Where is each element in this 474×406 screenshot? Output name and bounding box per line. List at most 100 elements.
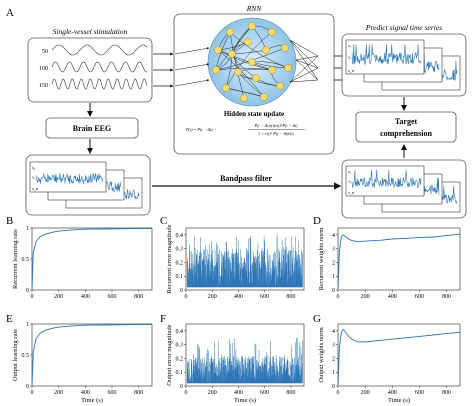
x-tick-label: 600 bbox=[108, 390, 117, 396]
rnn-edge bbox=[229, 31, 245, 99]
x-tick-label: 0 bbox=[31, 294, 34, 300]
panel-letter-e: E bbox=[6, 313, 13, 325]
y-tick-label: 3 bbox=[332, 343, 335, 349]
x-tick-label: 400 bbox=[234, 294, 243, 300]
formula-numerator: P(t − Δt)r(t)r(t)ᵀP(t − Δt) bbox=[254, 123, 298, 128]
rnn-node bbox=[284, 64, 292, 72]
rnn-output-line-0 bbox=[289, 39, 319, 69]
series-line bbox=[337, 328, 461, 387]
panel-letter-a: A bbox=[6, 7, 14, 19]
y-tick-label: 2 bbox=[332, 356, 335, 362]
formula-lhs: P(t) = P(t − Δt) − bbox=[185, 127, 217, 132]
y-tick-label: 0.5 bbox=[22, 353, 30, 359]
y-tick-label: 4 bbox=[332, 233, 335, 239]
rnn-output-line-0 bbox=[289, 39, 319, 57]
target-box: Target comprehension bbox=[355, 111, 457, 143]
x-tick-label: 600 bbox=[415, 390, 424, 396]
x-axis-label: Time (s) bbox=[388, 397, 410, 404]
rnn-edge bbox=[215, 67, 273, 71]
rnn-node bbox=[212, 66, 220, 74]
x-tick-label: 200 bbox=[208, 294, 217, 300]
predict-title: Predict signal time series bbox=[365, 23, 442, 32]
single-vessel-box: Single-vessel stimulation 50 100 150 bbox=[27, 27, 153, 103]
panel-letter-b: B bbox=[6, 215, 13, 227]
y-tick-label: 0 bbox=[26, 384, 29, 390]
x-tick-label: 200 bbox=[208, 390, 217, 396]
mini-axis-x1: x₁ bbox=[32, 165, 36, 170]
rnn-node bbox=[268, 66, 276, 74]
y-tick-label: 1 bbox=[26, 226, 29, 232]
x-tick-label: 800 bbox=[134, 390, 143, 396]
y-tick-label: 0 bbox=[332, 384, 335, 390]
y-tick-label: 0.3 bbox=[176, 247, 184, 253]
mini-axis-x2: x₂ bbox=[348, 55, 352, 60]
panel-letter-c: C bbox=[160, 215, 167, 227]
rnn-node bbox=[222, 84, 230, 92]
rnn-node bbox=[234, 68, 242, 76]
rnn-node bbox=[248, 58, 256, 66]
rnn-edge bbox=[229, 31, 289, 69]
y-axis-label: Output learning rate bbox=[12, 329, 19, 381]
rnn-edge bbox=[215, 47, 286, 71]
y-tick-label: 1 bbox=[332, 370, 335, 376]
plot-frame bbox=[31, 227, 153, 291]
formula-denominator: 1 + r(t)ᵀ P(t − Δt)r(t) bbox=[258, 131, 294, 136]
mini-axis-xn: x_n bbox=[348, 68, 354, 73]
panel-letter-g: G bbox=[313, 313, 321, 325]
stim-level-150: 150 bbox=[39, 83, 48, 89]
rnn-output-line-1 bbox=[295, 55, 319, 61]
rnn-edge bbox=[217, 49, 273, 71]
rnn-node bbox=[248, 22, 256, 30]
rnn-box: RNN Hidden state update P(t) = P(t − Δt)… bbox=[173, 4, 335, 155]
stim-wave-0 bbox=[51, 44, 148, 56]
filtered-signal-stack: x₁ x₂ x_n bbox=[345, 165, 461, 213]
x-tick-label: 200 bbox=[361, 390, 370, 396]
rnn-node bbox=[262, 46, 270, 54]
y-tick-label: 0.1 bbox=[176, 370, 184, 376]
x-tick-label: 400 bbox=[388, 390, 397, 396]
x-tick-label: 400 bbox=[234, 390, 243, 396]
rnn-input-arrow-2 bbox=[174, 79, 210, 87]
filtered-box: x₁ x₂ x_n bbox=[341, 159, 467, 219]
rnn-output-line-1 bbox=[295, 59, 319, 69]
x-tick-label: 200 bbox=[361, 294, 370, 300]
y-axis-label: Recurrent error magnitude bbox=[166, 224, 173, 293]
eeg-box: x₁ x₂ x_n bbox=[25, 154, 151, 216]
y-tick-label: 0.2 bbox=[176, 260, 184, 266]
rnn-output-line-2 bbox=[289, 67, 319, 83]
target-label-2: comprehension bbox=[380, 129, 432, 138]
noise-trace bbox=[187, 337, 303, 384]
rnn-output-line-2 bbox=[289, 79, 319, 83]
mini-axis-x2: x₂ bbox=[32, 175, 36, 180]
brain-eeg-label: Brain EEG bbox=[73, 124, 111, 133]
stimulation-waves bbox=[51, 44, 148, 90]
hidden-state-title: Hidden state update bbox=[224, 110, 284, 118]
rnn-edge bbox=[225, 31, 273, 89]
rnn-output-line-2 bbox=[289, 55, 319, 83]
x-tick-label: 800 bbox=[442, 294, 451, 300]
y-tick-label: 0 bbox=[26, 288, 29, 294]
plot-frame bbox=[337, 323, 461, 387]
rnn-io-arrows bbox=[174, 39, 319, 87]
rnn-output-line-1 bbox=[295, 59, 319, 81]
series-line bbox=[337, 233, 461, 291]
x-tick-label: 800 bbox=[286, 390, 295, 396]
x-tick-label: 400 bbox=[388, 294, 397, 300]
stim-level-50: 50 bbox=[42, 49, 48, 55]
rnn-edge bbox=[217, 49, 273, 71]
signal-trace bbox=[351, 44, 422, 65]
mini-axis-x2: x₂ bbox=[348, 179, 352, 184]
x-tick-label: 200 bbox=[54, 390, 63, 396]
y-tick-label: 4 bbox=[332, 329, 335, 335]
x-tick-label: 0 bbox=[337, 294, 340, 300]
predict-box: Predict signal time series x₁ x₂ x_n bbox=[341, 23, 467, 97]
x-tick-label: 400 bbox=[81, 294, 90, 300]
rnn-node bbox=[281, 44, 289, 52]
rnn-node bbox=[260, 93, 268, 101]
y-tick-label: 0.4 bbox=[176, 233, 184, 239]
y-tick-label: 0.5 bbox=[22, 257, 30, 263]
y-tick-label: 0.2 bbox=[176, 356, 184, 362]
stim-level-100: 100 bbox=[39, 66, 48, 72]
